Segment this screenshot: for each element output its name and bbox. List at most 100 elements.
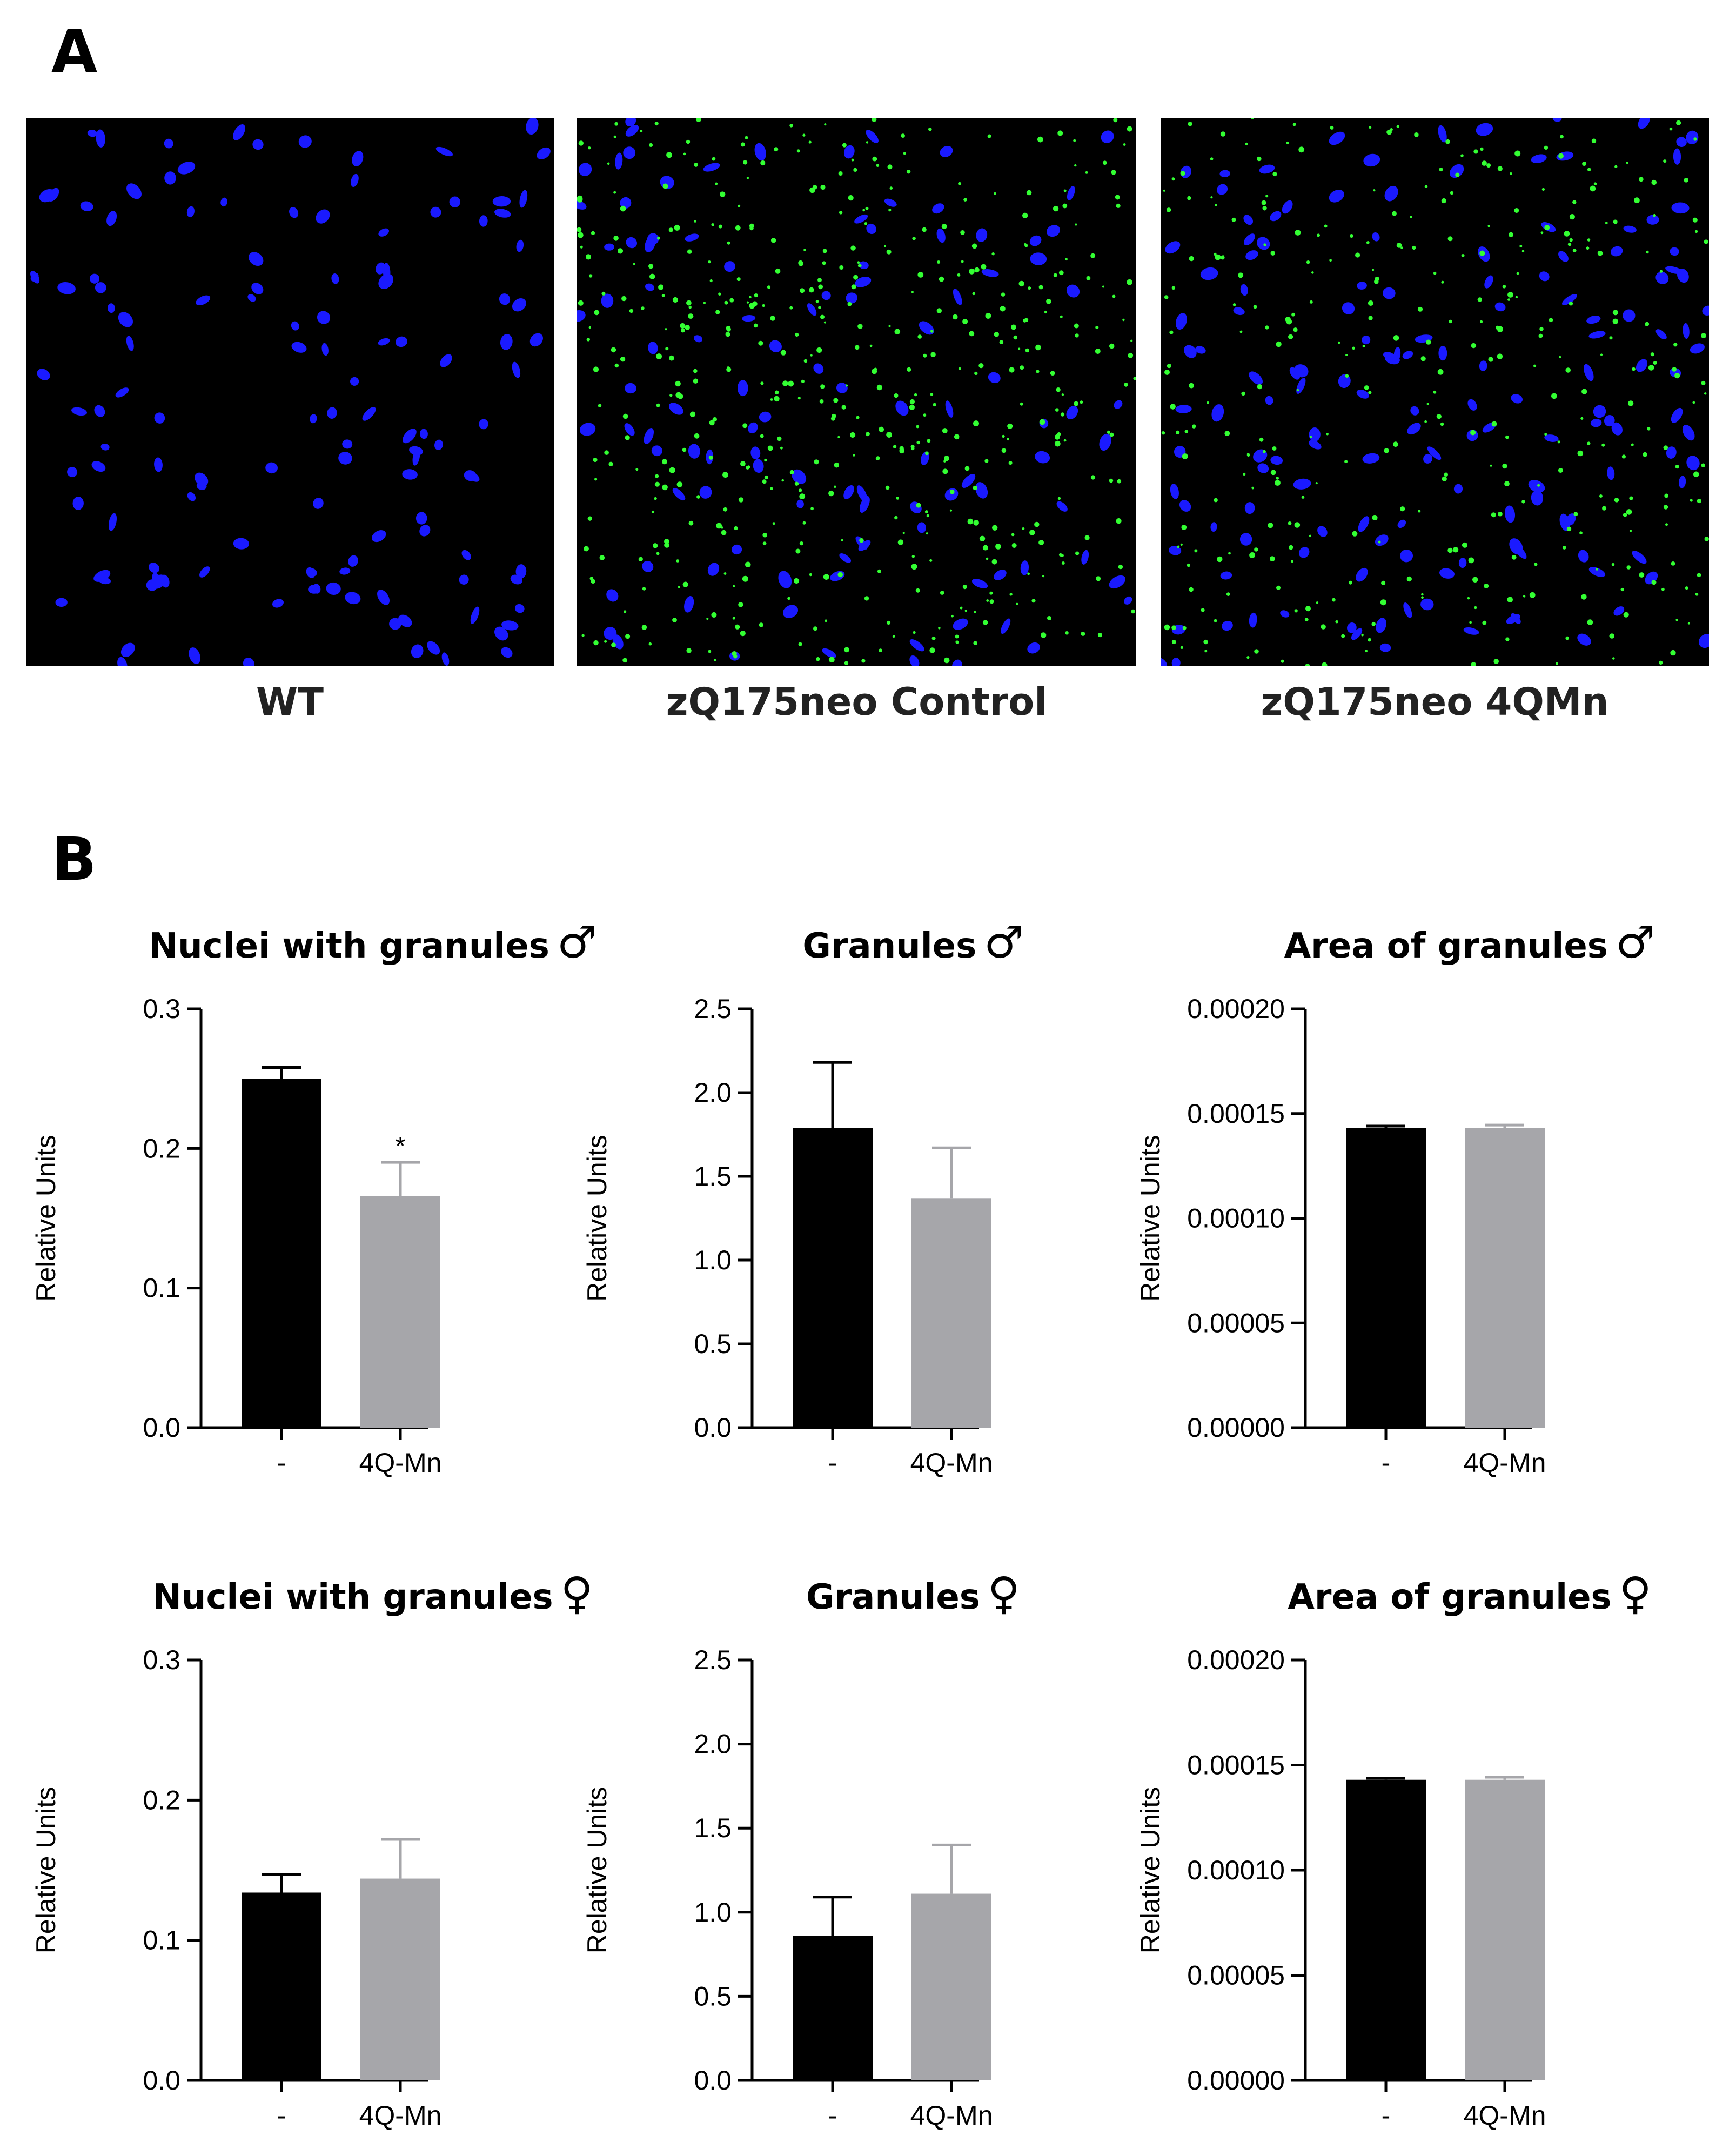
granule — [802, 521, 806, 525]
granule — [1272, 446, 1277, 451]
nucleus — [459, 574, 469, 585]
granule — [1024, 318, 1029, 322]
granule — [1096, 576, 1101, 581]
granule — [641, 306, 645, 310]
granule — [1692, 217, 1698, 223]
granule — [1502, 463, 1507, 469]
nucleus — [57, 282, 76, 294]
granule — [688, 305, 692, 309]
granule — [762, 541, 767, 546]
granule — [1095, 349, 1101, 354]
nucleus — [1171, 658, 1181, 666]
granule — [907, 367, 911, 372]
granule — [1345, 374, 1349, 378]
nucleus — [1289, 367, 1301, 380]
granule — [738, 602, 743, 607]
granule — [1597, 250, 1603, 256]
granule — [814, 459, 819, 465]
granule — [729, 298, 734, 303]
granule — [662, 459, 667, 465]
nucleus — [577, 200, 587, 210]
granule — [897, 539, 904, 545]
granule — [839, 265, 844, 270]
granule — [1449, 319, 1452, 324]
nucleus — [220, 197, 227, 207]
granule — [611, 347, 616, 353]
granule — [923, 353, 927, 358]
granule — [974, 371, 978, 376]
nucleus — [519, 190, 528, 208]
male-symbol-icon: ♂ — [557, 917, 597, 968]
granule — [1540, 231, 1544, 235]
granule — [1188, 122, 1192, 126]
nucleus — [494, 209, 511, 218]
granule — [593, 640, 599, 646]
granule — [738, 204, 741, 207]
granule — [1281, 659, 1284, 663]
nucleus — [415, 512, 427, 525]
granule — [640, 130, 643, 132]
nucleus — [754, 143, 766, 161]
granule — [1254, 649, 1259, 654]
granule — [1008, 461, 1013, 465]
nucleus — [1175, 313, 1187, 330]
nucleus — [512, 298, 526, 312]
nucleus — [1511, 613, 1521, 624]
granule — [1378, 540, 1381, 544]
nucleus — [80, 201, 93, 211]
granule — [995, 544, 1001, 550]
bar-2 — [360, 1878, 440, 2080]
granule — [798, 642, 802, 646]
granule — [1011, 543, 1017, 548]
nucleus — [1467, 399, 1477, 411]
chart-title: Granules ♀ — [806, 1568, 1020, 1619]
nucleus — [1195, 346, 1206, 354]
nucleus — [470, 606, 480, 624]
nucleus — [1357, 282, 1367, 290]
granule — [955, 640, 959, 644]
nucleus — [1035, 451, 1050, 464]
granule — [1368, 638, 1371, 642]
granule — [1671, 561, 1675, 566]
granule — [879, 426, 884, 432]
granule — [1507, 597, 1513, 602]
granule — [1482, 160, 1487, 166]
granule — [1577, 450, 1584, 457]
granule — [1514, 150, 1521, 157]
granule — [1510, 172, 1512, 175]
granule — [1579, 531, 1583, 535]
nucleus — [1690, 343, 1705, 354]
granule — [648, 143, 653, 148]
granule — [951, 614, 954, 618]
granule — [720, 191, 726, 197]
granule — [1631, 443, 1634, 446]
granule — [1010, 324, 1016, 330]
granule — [864, 596, 869, 601]
granule — [1081, 631, 1085, 636]
x-tick-label: - — [1382, 1448, 1391, 1478]
nucleus — [1403, 602, 1412, 618]
granule — [1469, 621, 1472, 624]
granule — [963, 198, 967, 202]
granule — [1701, 463, 1705, 467]
granule — [686, 300, 692, 306]
granule — [1445, 139, 1450, 144]
granule — [1670, 650, 1676, 656]
granule — [1074, 164, 1077, 167]
granule — [1587, 619, 1593, 625]
granule — [1131, 609, 1135, 614]
nucleus — [501, 647, 513, 658]
granule — [818, 306, 821, 309]
nucleus — [327, 407, 337, 419]
granule — [1073, 139, 1076, 142]
granule — [1653, 213, 1656, 217]
nucleus — [233, 538, 249, 550]
granule — [1439, 168, 1443, 172]
granule — [838, 171, 843, 176]
nucleus — [89, 273, 100, 284]
granule — [986, 599, 989, 602]
nucleus — [988, 372, 1001, 384]
granule — [1224, 431, 1230, 436]
x-tick-label: - — [277, 1448, 286, 1478]
granule — [1189, 256, 1194, 262]
